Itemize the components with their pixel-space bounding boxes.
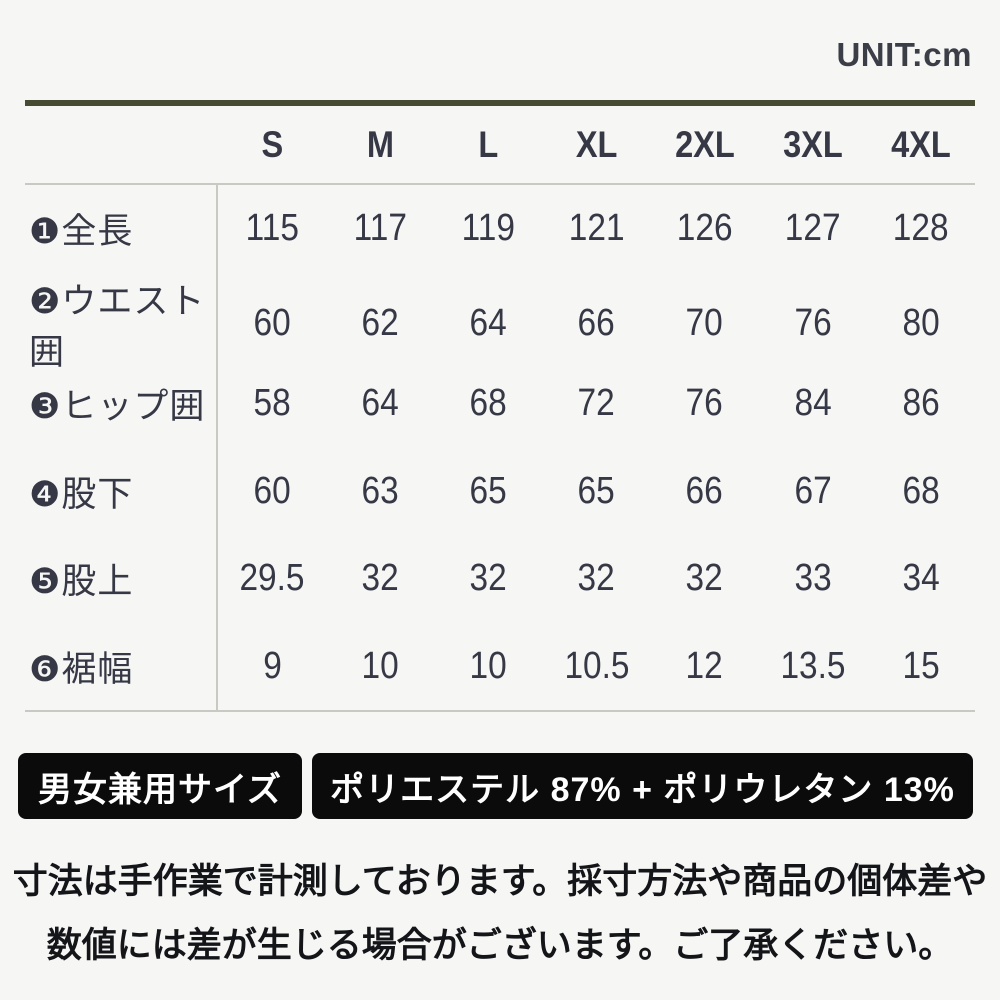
size-column-header-l: L (478, 123, 499, 165)
size-value-cell: 68 (469, 382, 507, 425)
disclaimer-line-1: 寸法は手作業で計測しております。採寸方法や商品の個体差や (12, 862, 988, 901)
row-label: ❹股下 (25, 447, 218, 535)
disclaimer-line-2: 数値には差が生じる場合がございます。ご了承ください。 (46, 926, 954, 965)
size-column-header-xl: XL (575, 123, 618, 165)
unit-label: UNIT:cm (836, 36, 972, 73)
row-label: ❻裾幅 (25, 622, 218, 710)
row-label: ❸ヒップ囲 (25, 360, 218, 448)
size-value-cell: 62 (361, 302, 399, 344)
size-value-cell: 63 (361, 469, 399, 512)
size-value-cell: 86 (902, 382, 940, 425)
size-value-cell: 32 (361, 557, 399, 600)
size-value-cell: 119 (461, 207, 516, 250)
table-row-hem-width: ❻裾幅 9 10 10 10.5 12 13.5 15 (25, 622, 975, 710)
size-column-header-3xl: 3XL (782, 123, 843, 165)
size-value-cell: 33 (794, 557, 832, 600)
material-composition-badge: ポリエステル 87% + ポリウレタン 13% (312, 753, 973, 819)
table-row-hip: ❸ヒップ囲 58 64 68 72 76 84 86 (25, 360, 975, 448)
size-value-cell: 29.5 (239, 557, 305, 600)
size-column-header-2xl: 2XL (674, 123, 735, 165)
size-value-cell: 64 (361, 382, 399, 425)
size-value-cell: 60 (253, 469, 291, 512)
accent-bar (25, 100, 975, 106)
size-value-cell: 32 (577, 557, 616, 600)
size-value-cell: 70 (686, 302, 724, 344)
table-row-rise: ❺股上 29.5 32 32 32 32 33 34 (25, 535, 975, 623)
size-value-cell: 15 (902, 644, 940, 687)
size-value-cell: 9 (262, 644, 282, 687)
size-value-cell: 115 (245, 207, 299, 250)
size-value-cell: 60 (253, 302, 291, 344)
row-label: ❷ウエスト囲 (25, 272, 218, 375)
size-value-cell: 13.5 (780, 644, 846, 687)
size-value-cell: 67 (794, 469, 832, 512)
size-value-cell: 32 (686, 557, 724, 600)
size-value-cell: 65 (577, 469, 616, 512)
size-value-cell: 12 (686, 644, 724, 687)
size-value-cell: 68 (902, 469, 940, 512)
size-table: S M L XL 2XL 3XL 4XL ❶全長 115 117 119 121… (25, 106, 975, 712)
size-value-cell: 34 (902, 557, 940, 600)
size-table-header-row: S M L XL 2XL 3XL 4XL (25, 106, 975, 185)
size-value-cell: 121 (568, 207, 625, 250)
measurement-disclaimer: 寸法は手作業で計測しております。採寸方法や商品の個体差や 数値には差が生じる場合… (0, 850, 1000, 978)
size-value-cell: 76 (794, 302, 832, 344)
row-label: ❺股上 (25, 535, 218, 623)
table-row-inseam: ❹股下 60 63 65 65 66 67 68 (25, 447, 975, 535)
size-value-cell: 127 (784, 207, 841, 250)
size-value-cell: 10 (361, 644, 399, 687)
size-column-header-4xl: 4XL (891, 123, 951, 165)
size-value-cell: 117 (353, 207, 407, 250)
size-value-cell: 66 (577, 302, 616, 344)
size-value-cell: 66 (686, 469, 724, 512)
size-column-header-s: S (261, 123, 283, 165)
size-table-body: ❶全長 115 117 119 121 126 127 128 ❷ウエスト囲 6… (25, 185, 975, 712)
size-value-cell: 72 (577, 382, 616, 425)
size-value-cell: 64 (469, 302, 507, 344)
size-value-cell: 32 (469, 557, 507, 600)
size-value-cell: 80 (902, 302, 940, 344)
size-value-cell: 76 (686, 382, 724, 425)
size-value-cell: 128 (893, 207, 949, 250)
size-value-cell: 65 (469, 469, 507, 512)
table-row-total-length: ❶全長 115 117 119 121 126 127 128 (25, 185, 975, 273)
size-value-cell: 10 (469, 644, 507, 687)
row-label: ❶全長 (25, 185, 218, 273)
unisex-size-badge: 男女兼用サイズ (18, 753, 302, 819)
size-value-cell: 84 (794, 382, 832, 425)
size-value-cell: 126 (676, 207, 733, 250)
size-value-cell: 10.5 (563, 644, 630, 687)
table-row-waist: ❷ウエスト囲 60 62 64 66 70 76 80 (25, 272, 975, 375)
size-column-header-m: M (366, 123, 394, 165)
size-value-cell: 58 (253, 382, 291, 425)
